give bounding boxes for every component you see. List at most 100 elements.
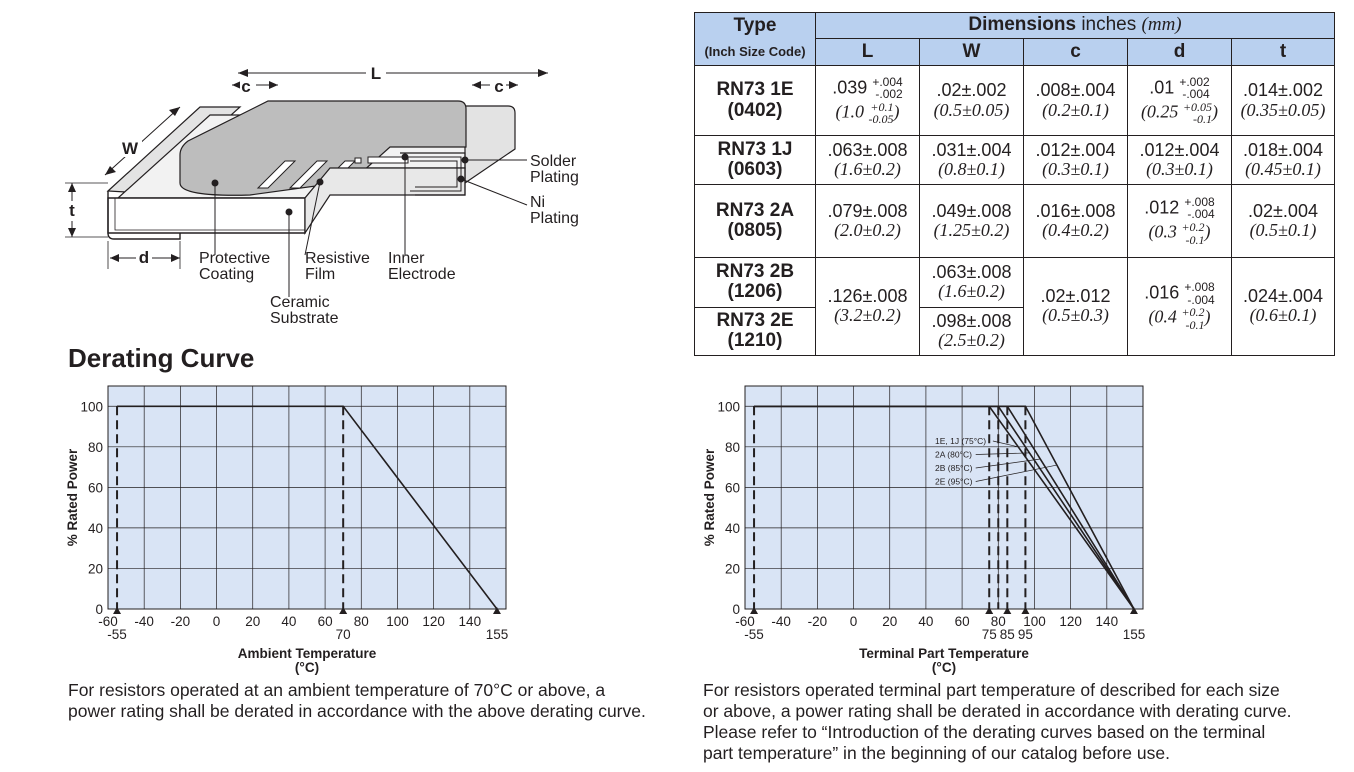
dim-cell: .012±.004 (0.3±0.1) — [1127, 135, 1232, 186]
x-tick-label: 100 — [1023, 614, 1046, 629]
type-cell: RN73 2A (0805) — [694, 184, 816, 258]
marker-label: 85 — [1000, 627, 1015, 642]
dim-L-label: L — [371, 64, 381, 83]
dim-cell: .02±.002 (0.5±0.05) — [919, 65, 1024, 137]
x-tick-label: 140 — [459, 614, 482, 629]
y-tick-label: 80 — [88, 440, 103, 455]
protective-coating-label: Protective Coating — [199, 250, 270, 283]
y-tick-label: 20 — [725, 561, 740, 576]
marker-triangle — [1021, 607, 1030, 614]
x-tick-label: -60 — [98, 614, 118, 629]
col-d-header: d — [1127, 38, 1232, 67]
x-tick-label: 60 — [955, 614, 970, 629]
type-header: Type — [694, 11, 816, 39]
dim-cell: .008±.004 (0.2±0.1) — [1023, 65, 1128, 137]
x-tick-label: -40 — [134, 614, 154, 629]
x-tick-label: 140 — [1096, 614, 1119, 629]
y-tick-label: 0 — [95, 602, 103, 617]
dim-cell: .012 +.008 -.004 (0.3 +0.2 -0.1) — [1127, 184, 1232, 258]
series-line — [754, 405, 1135, 610]
marker-label: 70 — [336, 627, 351, 642]
marker-triangle — [1003, 607, 1012, 614]
dim-cell: .126±.008 (3.2±0.2) — [815, 256, 920, 357]
x-axis-title: Ambient Temperature — [238, 646, 377, 661]
dim-cell: .02±.004 (0.5±0.1) — [1231, 184, 1335, 258]
dim-d-label: d — [139, 248, 149, 267]
marker-label: -55 — [744, 627, 764, 642]
col-W-header: W — [919, 38, 1024, 67]
inch-size-code-header: (Inch Size Code) — [694, 38, 816, 67]
solder-plating-label: Solder Plating — [530, 153, 579, 186]
x-tick-label: 100 — [386, 614, 409, 629]
y-axis-title: % Rated Power — [702, 448, 717, 546]
x-tick-label: -60 — [735, 614, 755, 629]
x-axis-unit: (°C) — [295, 660, 319, 675]
dim-cell: .014±.002 (0.35±0.05) — [1231, 65, 1335, 137]
dim-cell: .031±.004 (0.8±0.1) — [919, 135, 1024, 186]
dim-cell: .012±.004 (0.3±0.1) — [1023, 135, 1128, 186]
marker-triangle — [113, 607, 122, 614]
dimensions-header: Dimensions inches (mm) — [815, 11, 1335, 40]
x-tick-label: 80 — [991, 614, 1006, 629]
resistor-structure-diagram: L c c W t d Solder Plating Ni Plating Prot… — [65, 62, 579, 327]
dim-cell: .079±.008 (2.0±0.2) — [815, 184, 920, 258]
right-caption: For resistors operated terminal part tem… — [703, 680, 1292, 763]
y-tick-label: 40 — [725, 521, 740, 536]
plot-area — [744, 385, 1144, 610]
table-row: RN73 2E (1210) .098±.008 (2.5±0.2) — [694, 306, 1335, 357]
resistive-film-label: Resistive Film — [305, 250, 370, 283]
y-tick-label: 0 — [732, 602, 740, 617]
ceramic-substrate-label: Ceramic Substrate — [270, 294, 339, 327]
x-tick-label: 60 — [318, 614, 333, 629]
type-cell: RN73 2E (1210) — [694, 306, 816, 357]
dim-cell: .016 +.008 -.004 (0.4 +0.2 -0.1) — [1127, 256, 1232, 357]
dim-cell: .039 +.004 -.002 (1.0 +0.1 -0.05) — [815, 65, 920, 137]
y-tick-label: 60 — [88, 480, 103, 495]
y-tick-label: 60 — [725, 480, 740, 495]
x-tick-label: 40 — [918, 614, 933, 629]
ambient-derating-chart: -60 -40 -20 0 20 40 60 80 100 120 140 0 20 40 60 80 100 -… — [65, 385, 509, 675]
dim-cell: .063±.008 (1.6±0.2) — [815, 135, 920, 186]
dim-cell: .049±.008 (1.25±0.2) — [919, 184, 1024, 258]
marker-label: 155 — [486, 627, 509, 642]
y-axis-title: % Rated Power — [65, 448, 80, 546]
table-row: RN73 2A (0805) .079±.008 (2.0±0.2) .049±.0… — [694, 184, 1335, 258]
x-tick-label: -40 — [771, 614, 791, 629]
x-tick-label: 120 — [1059, 614, 1082, 629]
dim-cell: .018±.004 (0.45±0.1) — [1231, 135, 1335, 186]
dim-cell: .016±.008 (0.4±0.2) — [1023, 184, 1128, 258]
x-tick-label: 40 — [281, 614, 296, 629]
marker-label: 75 — [982, 627, 997, 642]
type-cell: RN73 1E (0402) — [694, 65, 816, 137]
type-cell: RN73 2B (1206) — [694, 256, 816, 308]
marker-triangle — [339, 607, 348, 614]
type-cell: RN73 1J (0603) — [694, 135, 816, 186]
derating-curve-title: Derating Curve — [68, 343, 255, 373]
series-annotation: 2E (95°C) — [935, 477, 973, 487]
marker-label: 95 — [1018, 627, 1033, 642]
marker-label: 155 — [1123, 627, 1146, 642]
marker-triangle — [1129, 607, 1138, 614]
annotation-leader — [992, 440, 1019, 448]
series-line — [117, 405, 498, 610]
terminal-derating-chart: -60 -40 -20 0 20 40 60 80 100 120 140 0 20 40 60 80 100 -… — [702, 385, 1146, 675]
marker-label: -55 — [107, 627, 127, 642]
y-tick-label: 100 — [717, 399, 740, 414]
substrate-front-face — [107, 197, 306, 234]
ni-plating-label: Ni Plating — [530, 194, 579, 227]
marker-triangle — [750, 607, 759, 614]
series-annotation: 2A (80°C) — [935, 450, 972, 460]
series-annotation: 2B (85°C) — [935, 463, 973, 473]
table-row: RN73 1J (0603) .063±.008 (1.6±0.2) .031±.0… — [694, 135, 1335, 186]
col-t-header: t — [1231, 38, 1335, 67]
x-tick-label: -20 — [171, 614, 191, 629]
annotation-leader — [975, 452, 1030, 455]
x-tick-label: 120 — [422, 614, 445, 629]
dim-t-label: t — [69, 201, 75, 220]
x-tick-label: 0 — [850, 614, 858, 629]
x-tick-label: 20 — [882, 614, 897, 629]
y-tick-label: 100 — [80, 399, 103, 414]
inner-electrode-label: Inner Electrode — [388, 250, 456, 283]
dim-c-left-label: c — [241, 77, 250, 96]
dim-cell: .02±.012 (0.5±0.3) — [1023, 256, 1128, 357]
